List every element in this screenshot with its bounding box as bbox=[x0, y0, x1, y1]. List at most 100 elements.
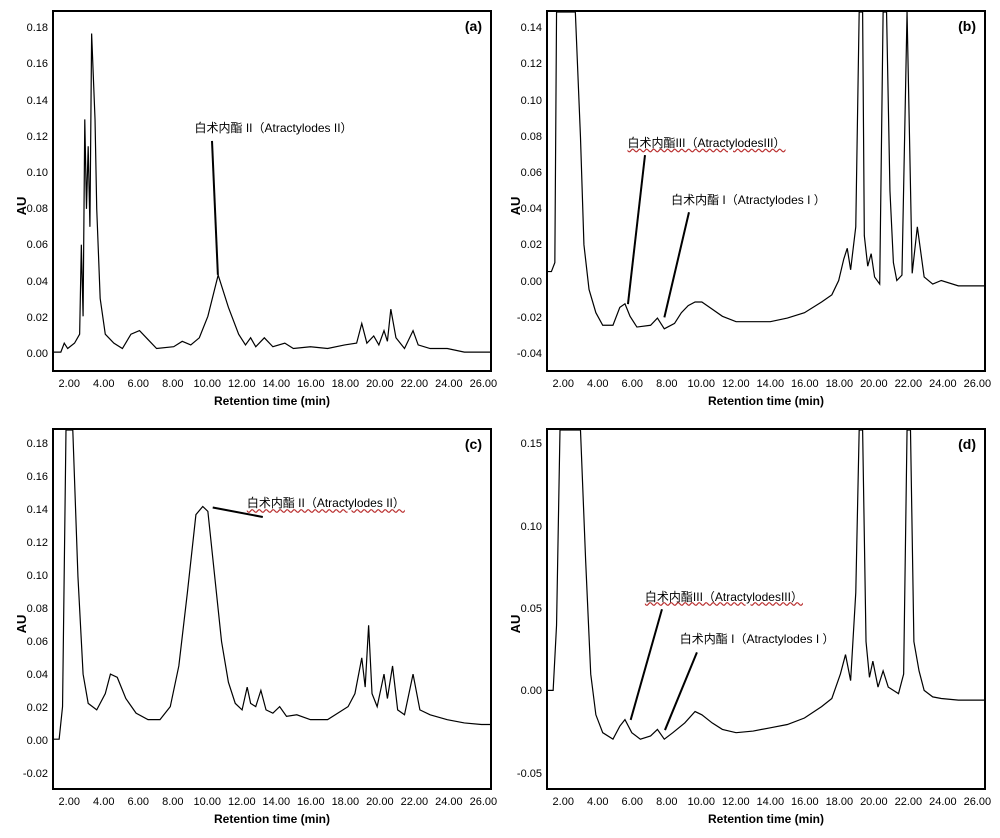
y-tick-label: -0.02 bbox=[517, 312, 542, 324]
x-tick-label: 24.00 bbox=[435, 378, 463, 390]
x-tick-label: 2.00 bbox=[59, 796, 80, 808]
x-tick-label: 22.00 bbox=[895, 378, 923, 390]
panel-d: AU(d)白术内酯III（AtractylodesIII）白术内酯 I（Atra… bbox=[504, 424, 990, 824]
x-tick-label: 18.00 bbox=[826, 796, 854, 808]
y-tick-label: 0.14 bbox=[27, 504, 48, 516]
y-tick-label: 0.16 bbox=[27, 58, 48, 70]
y-tick-label: 0.16 bbox=[27, 471, 48, 483]
y-tick-label: 0.00 bbox=[521, 276, 542, 288]
x-tick-label: 12.00 bbox=[722, 796, 750, 808]
x-tick-label: 8.00 bbox=[162, 378, 183, 390]
y-tick-label: 0.02 bbox=[27, 312, 48, 324]
y-tick-label: 0.02 bbox=[27, 702, 48, 714]
y-tick-label: 0.08 bbox=[27, 603, 48, 615]
x-tick-label: 22.00 bbox=[895, 796, 923, 808]
y-tick-label: 0.00 bbox=[521, 685, 542, 697]
x-tick-label: 12.00 bbox=[722, 378, 750, 390]
x-tick-label: 6.00 bbox=[128, 796, 149, 808]
chart-grid: AU(a)白术内酯 II（Atractylodes II）0.000.020.0… bbox=[0, 0, 1000, 838]
x-tick-label: 14.00 bbox=[757, 796, 785, 808]
y-tick-label: 0.14 bbox=[521, 22, 542, 34]
y-tick-label: 0.15 bbox=[521, 438, 542, 450]
x-tick-label: 20.00 bbox=[860, 796, 888, 808]
y-axis: -0.05 0.00 0.05 0.10 0.15 bbox=[504, 428, 546, 790]
panel-b: AU(b)白术内酯III（AtractylodesIII）白术内酯 I（Atra… bbox=[504, 6, 990, 406]
x-tick-label: 6.00 bbox=[128, 378, 149, 390]
x-tick-label: 4.00 bbox=[93, 378, 114, 390]
x-axis-label: Retention time (min) bbox=[214, 394, 330, 408]
x-axis-label: Retention time (min) bbox=[214, 812, 330, 826]
chromatogram-trace bbox=[54, 430, 490, 788]
x-tick-label: 26.00 bbox=[964, 796, 992, 808]
y-tick-label: -0.02 bbox=[23, 768, 48, 780]
y-tick-label: 0.04 bbox=[27, 669, 48, 681]
x-axis: 2.004.006.008.0010.0012.0014.0016.0018.0… bbox=[546, 372, 986, 406]
x-axis: 2.004.006.008.0010.0012.0014.0016.0018.0… bbox=[52, 372, 492, 406]
y-tick-label: 0.05 bbox=[521, 603, 542, 615]
x-tick-label: 18.00 bbox=[332, 378, 360, 390]
x-tick-label: 4.00 bbox=[587, 378, 608, 390]
x-axis: 2.004.006.008.0010.0012.0014.0016.0018.0… bbox=[52, 790, 492, 824]
x-tick-label: 22.00 bbox=[401, 796, 429, 808]
x-tick-label: 24.00 bbox=[929, 378, 957, 390]
x-tick-label: 16.00 bbox=[791, 378, 819, 390]
peak-annotation: 白术内酯III（AtractylodesIII） bbox=[626, 134, 786, 151]
x-tick-label: 8.00 bbox=[656, 378, 677, 390]
x-tick-label: 16.00 bbox=[791, 796, 819, 808]
peak-annotation: 白术内酯 I（Atractylodes I ） bbox=[670, 191, 827, 208]
y-tick-label: 0.10 bbox=[521, 521, 542, 533]
x-tick-label: 18.00 bbox=[332, 796, 360, 808]
x-tick-label: 2.00 bbox=[59, 378, 80, 390]
x-axis: 2.004.006.008.0010.0012.0014.0016.0018.0… bbox=[546, 790, 986, 824]
plot-frame: (c)白术内酯 II（Atractylodes II） bbox=[52, 428, 492, 790]
x-tick-label: 2.00 bbox=[553, 796, 574, 808]
x-tick-label: 8.00 bbox=[162, 796, 183, 808]
plot-frame: (d)白术内酯III（AtractylodesIII）白术内酯 I（Atract… bbox=[546, 428, 986, 790]
y-tick-label: 0.14 bbox=[27, 95, 48, 107]
y-tick-label: 0.12 bbox=[521, 58, 542, 70]
peak-annotation: 白术内酯 II（Atractylodes II） bbox=[194, 119, 354, 136]
x-tick-label: 24.00 bbox=[929, 796, 957, 808]
x-tick-label: 6.00 bbox=[622, 796, 643, 808]
peak-annotation: 白术内酯 I（Atractylodes I ） bbox=[679, 630, 836, 647]
panel-c: AU(c)白术内酯 II（Atractylodes II）-0.020.000.… bbox=[10, 424, 496, 824]
x-tick-label: 10.00 bbox=[688, 796, 716, 808]
x-tick-label: 2.00 bbox=[553, 378, 574, 390]
x-tick-label: 4.00 bbox=[93, 796, 114, 808]
y-tick-label: 0.10 bbox=[27, 570, 48, 582]
y-tick-label: 0.04 bbox=[521, 203, 542, 215]
y-tick-label: 0.18 bbox=[27, 22, 48, 34]
y-tick-label: 0.00 bbox=[27, 348, 48, 360]
x-tick-label: 14.00 bbox=[757, 378, 785, 390]
x-tick-label: 16.00 bbox=[297, 796, 325, 808]
x-axis-label: Retention time (min) bbox=[708, 394, 824, 408]
y-tick-label: 0.06 bbox=[27, 636, 48, 648]
y-tick-label: 0.00 bbox=[27, 735, 48, 747]
peak-annotation: 白术内酯 II（Atractylodes II） bbox=[246, 494, 406, 511]
x-tick-label: 14.00 bbox=[263, 796, 291, 808]
chromatogram-trace bbox=[548, 430, 984, 788]
x-tick-label: 22.00 bbox=[401, 378, 429, 390]
y-tick-label: -0.05 bbox=[517, 768, 542, 780]
y-tick-label: -0.04 bbox=[517, 348, 542, 360]
x-tick-label: 18.00 bbox=[826, 378, 854, 390]
y-tick-label: 0.08 bbox=[27, 203, 48, 215]
x-tick-label: 6.00 bbox=[622, 378, 643, 390]
plot-frame: (b)白术内酯III（AtractylodesIII）白术内酯 I（Atract… bbox=[546, 10, 986, 372]
x-tick-label: 26.00 bbox=[470, 796, 498, 808]
y-tick-label: 0.12 bbox=[27, 537, 48, 549]
x-tick-label: 26.00 bbox=[964, 378, 992, 390]
y-tick-label: 0.12 bbox=[27, 131, 48, 143]
y-tick-label: 0.08 bbox=[521, 131, 542, 143]
y-axis: -0.04-0.020.000.020.040.060.080.100.120.… bbox=[504, 10, 546, 372]
x-tick-label: 16.00 bbox=[297, 378, 325, 390]
x-tick-label: 20.00 bbox=[860, 378, 888, 390]
y-tick-label: 0.10 bbox=[521, 95, 542, 107]
x-tick-label: 4.00 bbox=[587, 796, 608, 808]
chromatogram-trace bbox=[54, 12, 490, 370]
panel-a: AU(a)白术内酯 II（Atractylodes II）0.000.020.0… bbox=[10, 6, 496, 406]
x-tick-label: 12.00 bbox=[228, 796, 256, 808]
x-tick-label: 24.00 bbox=[435, 796, 463, 808]
y-tick-label: 0.18 bbox=[27, 438, 48, 450]
y-axis: 0.000.020.040.060.080.100.120.140.160.18 bbox=[10, 10, 52, 372]
